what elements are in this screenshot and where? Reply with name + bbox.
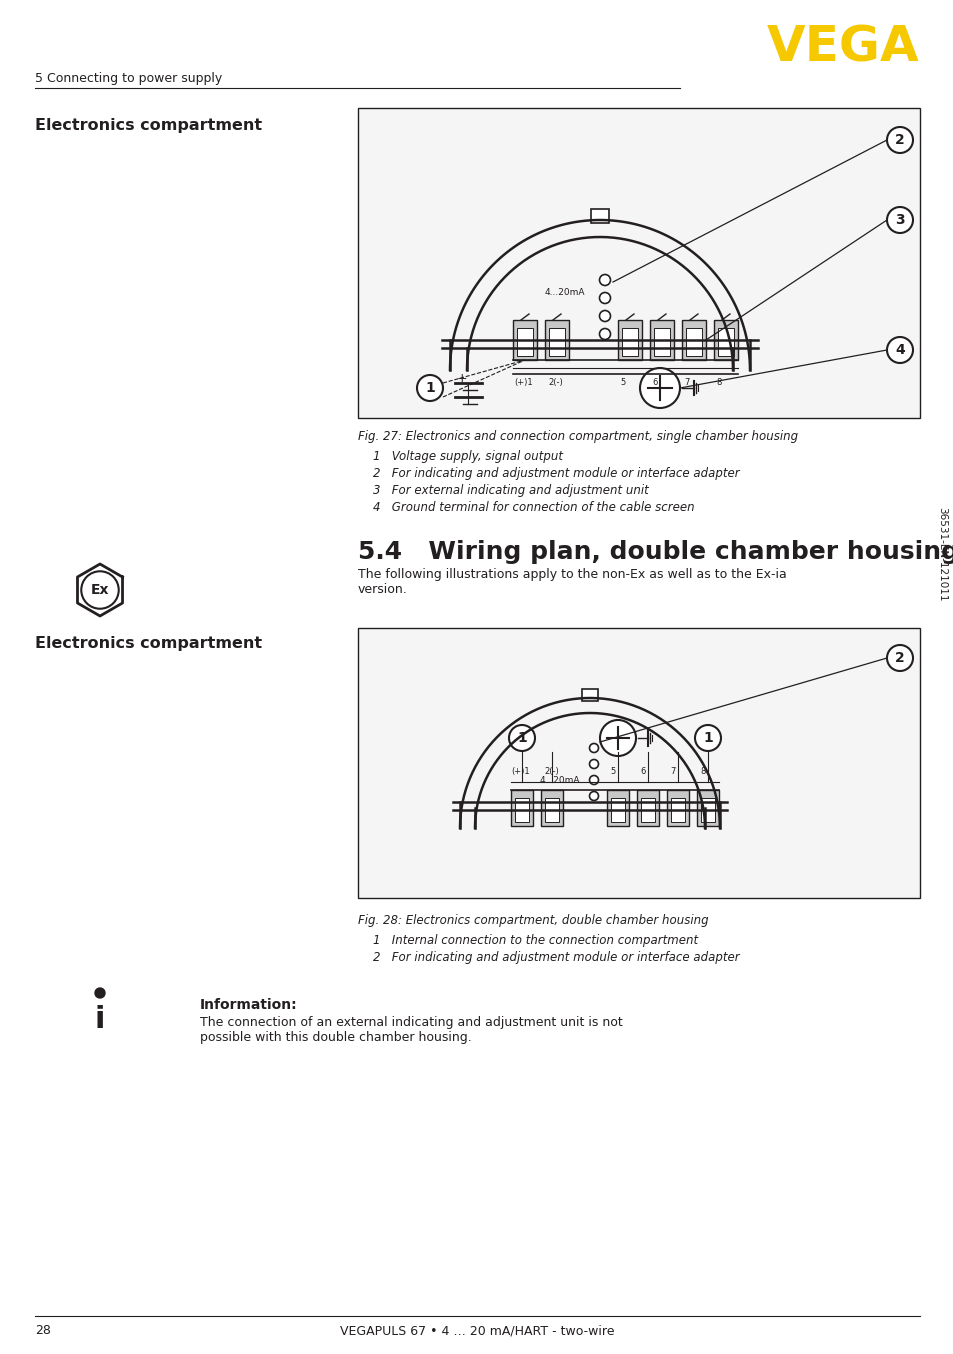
Bar: [681, 320, 705, 360]
Bar: [640, 798, 655, 822]
Text: 3   For external indicating and adjustment unit: 3 For external indicating and adjustment…: [373, 483, 648, 497]
Circle shape: [95, 988, 105, 998]
Bar: [357, 628, 919, 898]
Text: 6: 6: [639, 766, 644, 776]
Text: Electronics compartment: Electronics compartment: [35, 636, 262, 651]
Bar: [697, 789, 719, 826]
Text: 2(-): 2(-): [543, 766, 558, 776]
Circle shape: [599, 720, 636, 756]
Bar: [654, 328, 669, 356]
Text: 5.4   Wiring plan, double chamber housing: 5.4 Wiring plan, double chamber housing: [357, 540, 953, 565]
Text: The following illustrations apply to the non-Ex as well as to the Ex-ia
version.: The following illustrations apply to the…: [357, 567, 786, 596]
Bar: [517, 328, 533, 356]
Text: The connection of an external indicating and adjustment unit is not
possible wit: The connection of an external indicating…: [200, 1016, 622, 1044]
Bar: [713, 320, 738, 360]
Bar: [649, 320, 673, 360]
Text: Fig. 27: Electronics and connection compartment, single chamber housing: Fig. 27: Electronics and connection comp…: [357, 431, 798, 443]
Text: Ex: Ex: [91, 584, 110, 597]
Text: 28: 28: [35, 1324, 51, 1336]
Text: VEGA: VEGA: [766, 24, 919, 72]
Bar: [513, 320, 537, 360]
Text: 6: 6: [651, 378, 657, 387]
Text: 7: 7: [669, 766, 675, 776]
Text: 4   Ground terminal for connection of the cable screen: 4 Ground terminal for connection of the …: [373, 501, 694, 515]
Text: 1   Voltage supply, signal output: 1 Voltage supply, signal output: [373, 450, 562, 463]
Text: 4...20mA: 4...20mA: [539, 776, 579, 785]
Bar: [590, 209, 608, 223]
Bar: [718, 328, 733, 356]
Circle shape: [509, 724, 535, 751]
Text: 1: 1: [517, 731, 526, 745]
Circle shape: [589, 792, 598, 800]
Bar: [544, 798, 558, 822]
Text: 2   For indicating and adjustment module or interface adapter: 2 For indicating and adjustment module o…: [373, 467, 739, 481]
Text: 36531-EN-121011: 36531-EN-121011: [936, 506, 946, 601]
Bar: [700, 798, 714, 822]
Circle shape: [639, 368, 679, 408]
Text: VEGAPULS 67 • 4 … 20 mA/HART - two-wire: VEGAPULS 67 • 4 … 20 mA/HART - two-wire: [339, 1324, 614, 1336]
Bar: [511, 789, 533, 826]
Text: 2: 2: [894, 133, 904, 148]
Text: i: i: [94, 1006, 105, 1034]
Circle shape: [81, 571, 118, 609]
Text: 8: 8: [716, 378, 720, 387]
Bar: [515, 798, 529, 822]
Circle shape: [598, 329, 610, 340]
Bar: [670, 798, 684, 822]
Text: 1: 1: [425, 380, 435, 395]
Circle shape: [695, 724, 720, 751]
Bar: [548, 328, 564, 356]
Circle shape: [598, 275, 610, 286]
Circle shape: [598, 310, 610, 321]
Text: 7: 7: [683, 378, 689, 387]
Text: Information:: Information:: [200, 998, 297, 1011]
Bar: [606, 789, 628, 826]
Circle shape: [886, 207, 912, 233]
Bar: [544, 320, 568, 360]
Text: 5 Connecting to power supply: 5 Connecting to power supply: [35, 72, 222, 85]
Circle shape: [886, 127, 912, 153]
Text: 8: 8: [700, 766, 704, 776]
Circle shape: [886, 645, 912, 672]
Text: 2: 2: [894, 651, 904, 665]
Bar: [357, 108, 919, 418]
Bar: [621, 328, 638, 356]
Bar: [581, 689, 598, 701]
Circle shape: [886, 337, 912, 363]
Text: 5: 5: [619, 378, 624, 387]
Bar: [610, 798, 624, 822]
Bar: [637, 789, 659, 826]
Text: Fig. 28: Electronics compartment, double chamber housing: Fig. 28: Electronics compartment, double…: [357, 914, 708, 927]
Circle shape: [416, 375, 442, 401]
Bar: [618, 320, 641, 360]
Bar: [685, 328, 701, 356]
Bar: [666, 789, 688, 826]
Text: (+)1: (+)1: [514, 378, 532, 387]
Circle shape: [598, 292, 610, 303]
Text: 2   For indicating and adjustment module or interface adapter: 2 For indicating and adjustment module o…: [373, 951, 739, 964]
Circle shape: [589, 776, 598, 784]
Text: 4: 4: [894, 343, 904, 357]
Text: 1: 1: [702, 731, 712, 745]
Text: 2(-): 2(-): [547, 378, 562, 387]
Text: (+)1: (+)1: [511, 766, 529, 776]
Text: 5: 5: [609, 766, 615, 776]
Bar: [540, 789, 562, 826]
Text: 3: 3: [894, 213, 903, 227]
Text: Electronics compartment: Electronics compartment: [35, 118, 262, 133]
Text: +: +: [456, 371, 467, 385]
Circle shape: [589, 743, 598, 753]
Circle shape: [589, 760, 598, 769]
Text: 4...20mA: 4...20mA: [544, 288, 585, 297]
Text: 1   Internal connection to the connection compartment: 1 Internal connection to the connection …: [373, 934, 698, 946]
